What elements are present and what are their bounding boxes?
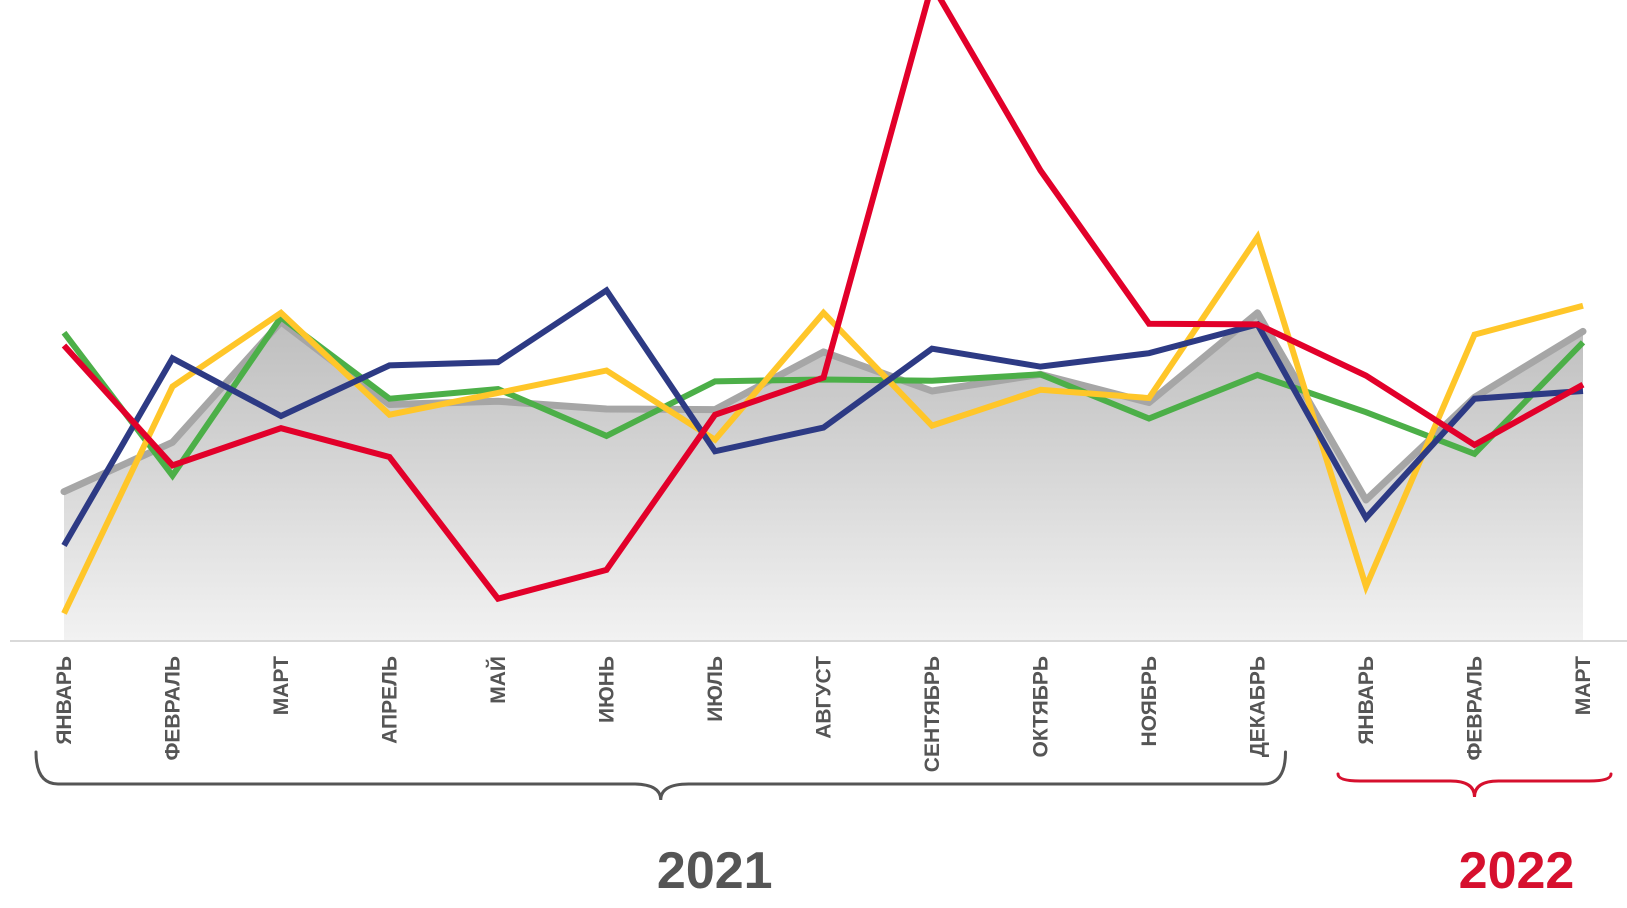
year-label-2022: 2022	[1459, 842, 1575, 900]
x-tick-label: ФЕВРАЛЬ	[162, 656, 185, 761]
x-tick-label: МАЙ	[486, 656, 510, 704]
lines-layer	[61, 0, 1586, 615]
x-tick-label: АПРЕЛЬ	[379, 656, 402, 744]
year-brace-2022	[1336, 772, 1613, 798]
year-brace-2021	[34, 750, 1287, 801]
x-tick-label: ДЕКАБРЬ	[1247, 656, 1270, 757]
x-tick-label: ЯНВАРЬ	[53, 656, 76, 745]
x-tick-label: СЕНТЯБРЬ	[921, 656, 944, 772]
year-label-2021: 2021	[657, 842, 773, 900]
x-tick-label: ФЕВРАЛЬ	[1464, 656, 1487, 761]
x-tick-labels: ЯНВАРЬ ФЕВРАЛЬ МАРТ АПРЕЛЬ МАЙ ИЮНЬ ИЮЛЬ АВГУСТ…	[53, 656, 1595, 772]
series-line-3	[61, 286, 1584, 547]
x-tick-label: АВГУСТ	[813, 656, 836, 739]
x-tick-label: НОЯБРЬ	[1138, 656, 1161, 747]
year-groups: 2021 2022	[34, 750, 1613, 900]
series-line-4	[61, 0, 1585, 603]
x-tick-label: ИЮНЬ	[596, 656, 619, 723]
series-line-2	[61, 230, 1584, 615]
x-tick-label: ОКТЯБРЬ	[1030, 656, 1053, 758]
x-tick-label: ЯНВАРЬ	[1355, 656, 1378, 745]
area-layer	[60, 309, 1587, 641]
x-tick-label: ИЮЛЬ	[704, 656, 727, 722]
x-tick-label: МАРТ	[1572, 656, 1595, 715]
x-tick-label: МАРТ	[270, 656, 293, 715]
